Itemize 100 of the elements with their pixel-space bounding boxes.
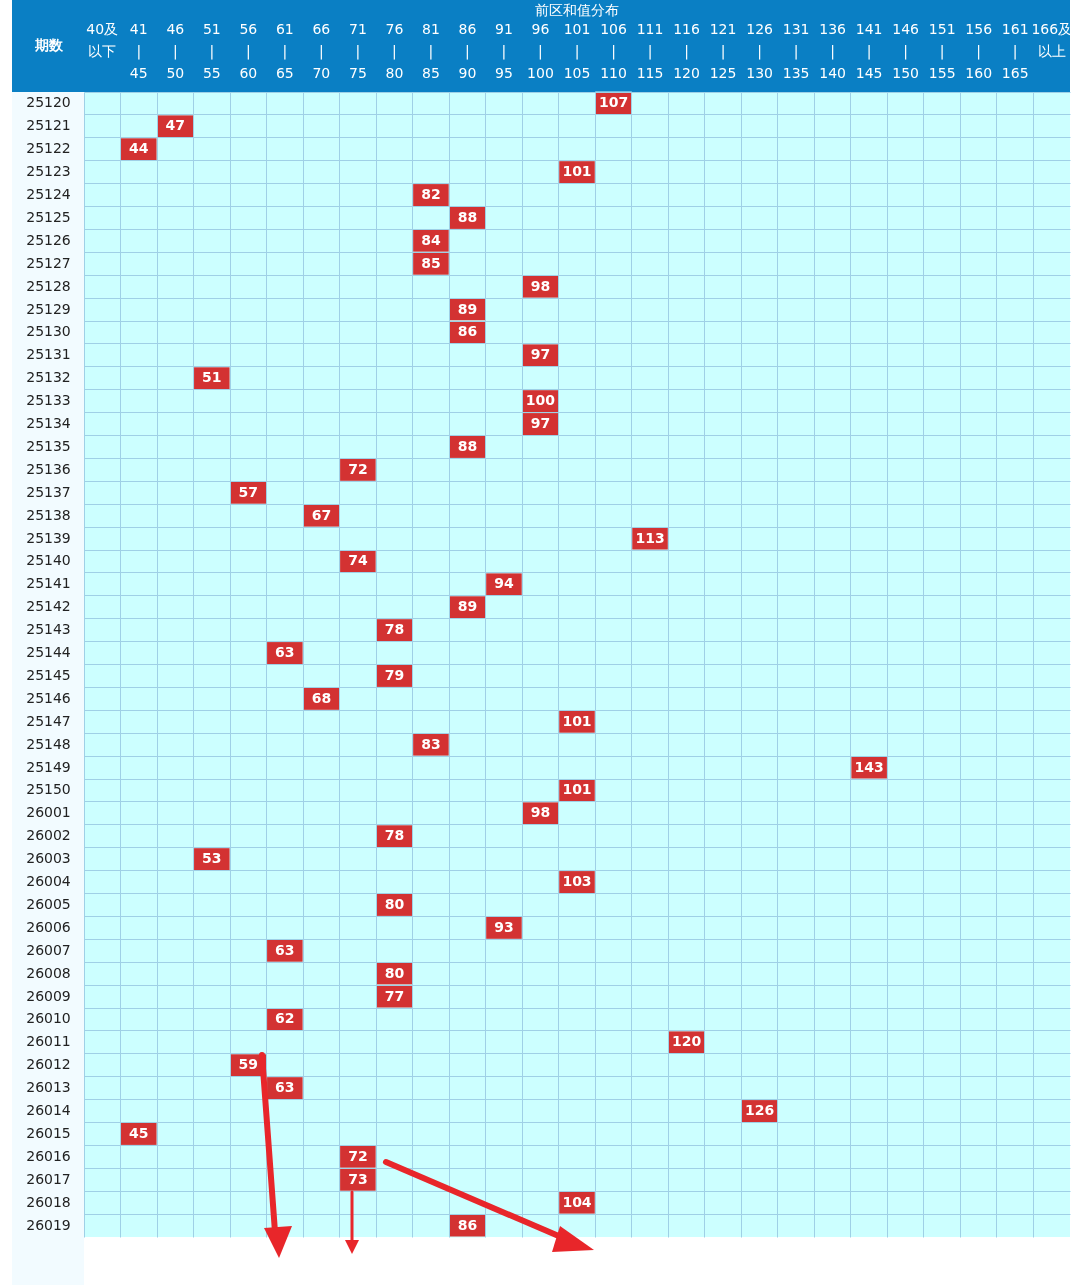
- y-tick-label: 25127: [26, 254, 71, 271]
- data-label: 89: [457, 598, 478, 615]
- data-label: 94: [494, 575, 514, 592]
- data-label: 113: [635, 529, 665, 546]
- y-tick-label: 26003: [26, 850, 71, 867]
- data-label: 89: [457, 300, 478, 317]
- data-label: 101: [562, 781, 592, 798]
- data-label: 93: [494, 918, 514, 935]
- y-tick-label: 25130: [26, 323, 71, 340]
- data-label: 47: [165, 117, 186, 134]
- data-label: 53: [202, 850, 222, 867]
- data-label: 77: [384, 987, 405, 1004]
- x-tick-label: 81 | 85: [422, 20, 440, 81]
- x-tick-label: 76 | 80: [385, 20, 404, 81]
- y-tick-label: 26001: [26, 804, 71, 821]
- y-tick-label: 25138: [26, 506, 71, 523]
- x-tick-label: 61 | 65: [275, 20, 294, 81]
- data-label: 98: [530, 277, 551, 294]
- y-tick-label: 25149: [26, 758, 71, 775]
- data-label: 103: [562, 873, 592, 890]
- y-tick-label: 25129: [26, 300, 71, 317]
- data-label: 100: [525, 392, 556, 409]
- x-tick-label: 41 | 45: [129, 20, 148, 81]
- x-tick-label: 151 | 155: [928, 20, 956, 81]
- y-tick-label: 25125: [26, 208, 71, 225]
- y-tick-label: 26002: [26, 827, 71, 844]
- y-tick-label: 25146: [26, 689, 71, 706]
- x-tick-label: 46 | 50: [166, 20, 185, 81]
- data-label: 143: [854, 758, 884, 775]
- data-label: 98: [530, 804, 551, 821]
- y-tick-label: 26006: [26, 918, 71, 935]
- y-tick-label: 26013: [26, 1079, 71, 1096]
- data-label: 120: [671, 1033, 702, 1050]
- chart-title: 前区和值分布: [535, 2, 619, 18]
- y-tick-label: 25121: [26, 117, 71, 134]
- data-label: 104: [562, 1193, 592, 1210]
- x-tick-label: 91 | 95: [495, 20, 513, 81]
- data-label: 62: [275, 1010, 295, 1027]
- x-tick-label: 106 | 110: [600, 20, 627, 81]
- y-tick-label: 26009: [26, 987, 71, 1004]
- x-tick-label: 161 | 165: [1001, 20, 1029, 81]
- y-tick-label: 25139: [26, 529, 71, 546]
- data-label: 101: [562, 163, 592, 180]
- data-label: 88: [457, 437, 478, 454]
- data-label: 44: [129, 140, 149, 157]
- data-label: 63: [275, 644, 295, 661]
- y-tick-label: 26014: [26, 1102, 71, 1119]
- y-tick-label: 25128: [26, 277, 71, 294]
- x-tick-label: 66 | 70: [312, 20, 331, 81]
- x-tick-label: 166及以上: [1031, 20, 1073, 59]
- x-tick-label: 51 | 55: [202, 20, 221, 81]
- y-tick-label: 26018: [26, 1193, 71, 1210]
- data-label: 107: [598, 94, 629, 111]
- data-label: 82: [421, 186, 441, 203]
- y-tick-label: 26008: [26, 964, 71, 981]
- x-tick-label: 86 | 90: [458, 20, 477, 81]
- data-label: 74: [348, 552, 368, 569]
- x-tick-label: 116 | 120: [673, 20, 700, 81]
- y-tick-label: 25147: [26, 712, 71, 729]
- x-tick-label: 126 | 130: [746, 20, 774, 81]
- data-label: 84: [421, 231, 441, 248]
- y-tick-label: 25141: [26, 575, 71, 592]
- data-label: 80: [384, 964, 405, 981]
- data-label: 80: [384, 895, 405, 912]
- data-label: 97: [530, 415, 551, 432]
- y-tick-label: 26010: [26, 1010, 71, 1027]
- data-label: 63: [275, 941, 295, 958]
- y-tick-label: 26012: [26, 1056, 71, 1073]
- data-label: 86: [457, 323, 478, 340]
- y-tick-label: 25135: [26, 437, 71, 454]
- data-label: 85: [421, 254, 441, 271]
- y-tick-label: 25137: [26, 483, 71, 500]
- data-label: 126: [744, 1102, 775, 1119]
- y-tick-label: 25134: [26, 415, 71, 432]
- y-tick-label: 25140: [26, 552, 71, 569]
- x-tick-label: 71 | 75: [348, 20, 367, 81]
- y-tick-label: 26016: [26, 1147, 71, 1164]
- x-tick-label: 56 | 60: [239, 20, 258, 81]
- data-label: 73: [348, 1170, 368, 1187]
- data-label: 86: [457, 1216, 478, 1233]
- y-tick-label: 25142: [26, 598, 71, 615]
- y-tick-label: 25120: [26, 94, 71, 111]
- x-tick-label: 121 | 125: [709, 20, 737, 81]
- y-tick-label: 25133: [26, 392, 71, 409]
- x-tick-label: 111 | 115: [636, 20, 664, 81]
- y-tick-label: 25132: [26, 369, 71, 386]
- data-label: 83: [421, 735, 441, 752]
- data-label: 101: [562, 712, 592, 729]
- x-tick-label: 96 | 100: [527, 20, 554, 81]
- x-tick-label: 40及以下: [86, 20, 119, 59]
- y-tick-label: 26015: [26, 1124, 71, 1141]
- y-tick-label: 25144: [26, 644, 71, 661]
- data-label: 59: [238, 1056, 259, 1073]
- y-tick-label: 25122: [26, 140, 71, 157]
- data-label: 45: [129, 1124, 149, 1141]
- data-label: 67: [311, 506, 332, 523]
- data-label: 88: [457, 208, 478, 225]
- x-tick-label: 141 | 145: [855, 20, 883, 81]
- y-tick-label: 26011: [26, 1033, 71, 1050]
- y-tick-label: 26019: [26, 1216, 71, 1233]
